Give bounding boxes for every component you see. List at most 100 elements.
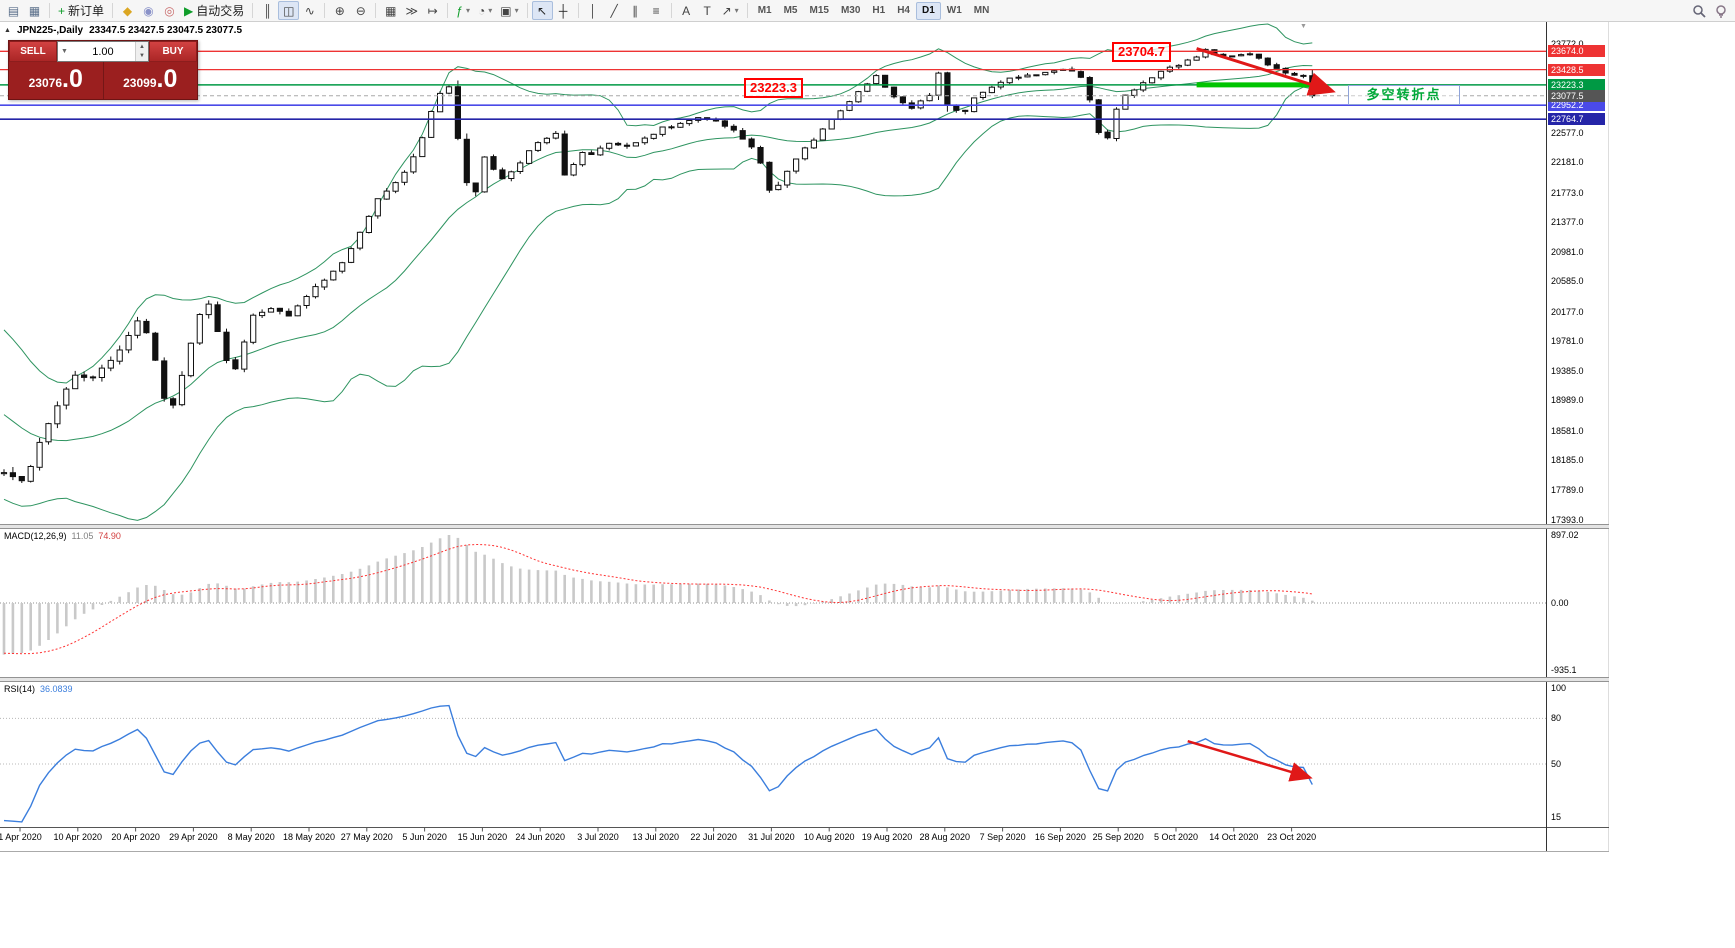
macd-label: MACD(12,26,9) 11.05 74.90 — [4, 531, 121, 541]
new-order-button[interactable]: + 新订单 — [54, 1, 108, 20]
signals-icon[interactable]: ◎ — [159, 1, 180, 20]
zoom-out-icon[interactable]: ⊖ — [350, 1, 371, 20]
chart-title: ▲ JPN225-,Daily 23347.5 23427.5 23047.5 … — [4, 25, 242, 36]
candlestick-chart-icon[interactable]: ◫ — [278, 1, 300, 20]
chart-shift-icon[interactable]: ↦ — [422, 1, 443, 20]
buy-price[interactable]: 23099.0 — [102, 62, 198, 99]
buy-button[interactable]: BUY — [149, 41, 197, 62]
sell-price-integer: 23076 — [28, 76, 62, 90]
timeframe-w1-button[interactable]: W1 — [946, 5, 962, 16]
collapse-icon[interactable]: ▲ — [4, 27, 11, 34]
volume-down-icon[interactable]: ▼ — [136, 51, 148, 61]
auto-trading-button-label: 自动交易 — [196, 4, 245, 18]
trade-widget-top-row: SELL ▼ ▲▼ BUY — [9, 41, 197, 62]
buy-price-fraction: .0 — [156, 65, 178, 93]
line-chart-icon[interactable]: ∿ — [299, 1, 320, 20]
crosshair-button: ┼ — [558, 3, 568, 18]
ideas-icon[interactable] — [1710, 1, 1732, 20]
chart-window: ▲ JPN225-,Daily 23347.5 23427.5 23047.5 … — [0, 22, 1609, 852]
caret-down-icon: ▾ — [465, 6, 470, 15]
signals-icon: ◎ — [164, 3, 175, 18]
line-chart-icon: ∿ — [304, 3, 315, 18]
caret-down-icon: ▾ — [488, 6, 493, 15]
rsi-value: 36.0839 — [40, 684, 73, 694]
periods-button[interactable]: ◔ ▾ — [474, 1, 496, 20]
vertical-line-icon: │ — [589, 3, 597, 18]
cursor-button: ↖ — [537, 3, 548, 18]
templates-button[interactable]: ▣ ▾ — [496, 1, 522, 20]
bar-chart-icon: ║ — [263, 3, 273, 18]
volume-input[interactable] — [70, 42, 135, 61]
cursor-button[interactable]: ↖ — [531, 1, 553, 20]
timeframe-m5-button[interactable]: M5 — [783, 5, 798, 16]
arrows-icon: ↗ — [721, 3, 732, 18]
sell-price[interactable]: 23076.0 — [9, 62, 103, 99]
crosshair-button[interactable]: ┼ — [553, 1, 574, 20]
volume-dropdown-icon[interactable]: ▼ — [61, 48, 68, 55]
toolbar-separator — [252, 3, 254, 18]
timeframe-h4-button[interactable]: H4 — [897, 5, 910, 16]
sell-button[interactable]: SELL — [9, 41, 57, 62]
chart-canvas[interactable] — [0, 22, 1609, 852]
indicators-button: ƒ — [456, 3, 463, 18]
zoom-in-icon: ⊕ — [334, 3, 345, 18]
volume-field: ▼ ▲▼ — [57, 41, 149, 62]
timeframe-m1-button[interactable]: M1 — [757, 5, 772, 16]
timeframe-h1-button[interactable]: H1 — [872, 5, 886, 16]
price-annotation-mid[interactable]: 23223.3 — [744, 78, 803, 98]
chart-shift-marker-icon: ▼ — [1300, 23, 1307, 30]
trade-widget-prices: 23076.0 23099.0 — [9, 62, 197, 99]
zoom-out-icon: ⊖ — [355, 3, 366, 18]
panel-separator[interactable] — [0, 677, 1609, 682]
macd-value-signal: 74.90 — [98, 531, 121, 541]
fibonacci-icon[interactable]: ≡ — [646, 1, 667, 20]
text-icon[interactable]: A — [676, 1, 697, 20]
vertical-line-icon[interactable]: │ — [583, 1, 604, 20]
auto-scroll-icon[interactable]: ≫ — [401, 1, 422, 20]
search-icon[interactable] — [1688, 1, 1710, 20]
volume-up-icon[interactable]: ▲ — [136, 42, 148, 52]
panel-separator[interactable] — [0, 524, 1609, 529]
toolbar-separator — [112, 3, 114, 18]
toolbar-separator — [670, 3, 672, 18]
label-icon: T — [703, 3, 711, 18]
auto-trading-button[interactable]: ▶ 自动交易 — [180, 1, 248, 20]
trendline-icon[interactable]: ╱ — [604, 1, 625, 20]
channel-icon[interactable]: ∥ — [625, 1, 646, 20]
volume-stepper: ▲ ▼ — [135, 42, 148, 61]
new-chart-button[interactable]: ▤ — [3, 1, 24, 20]
turning-point-label[interactable]: 多空转折点 — [1348, 85, 1460, 105]
timeframe-m30-button[interactable]: M30 — [840, 5, 861, 16]
price-annotation-high[interactable]: 23704.7 — [1112, 42, 1171, 62]
zoom-in-icon[interactable]: ⊕ — [329, 1, 350, 20]
toolbar-separator — [746, 3, 748, 18]
mql5-community-icon[interactable]: ◆ — [117, 1, 138, 20]
market-icon: ◉ — [143, 3, 154, 18]
macd-value-main: 11.05 — [71, 531, 94, 541]
arrows-icon[interactable]: ↗ ▾ — [718, 1, 743, 20]
indicators-button[interactable]: ƒ ▾ — [452, 1, 474, 20]
timeframe-d1-button[interactable]: D1 — [916, 1, 941, 20]
toolbar: ▤ ▦ + 新订单 ◆ ◉ ◎ ▶ 自动交易 ║ ◫ ∿ ⊕ ⊖ ▦ ≫ ↦ ƒ ▾ ◔ ▾ ▣ ▾ ↖ ┼ │ ╱ ∥ ≡ A T ↗ ▾ M1… — [0, 0, 1735, 22]
text-icon: A — [682, 3, 691, 18]
tile-windows-icon[interactable]: ▦ — [380, 1, 401, 20]
toolbar-separator — [324, 3, 326, 18]
label-icon[interactable]: T — [697, 1, 718, 20]
timeframe-m15-button[interactable]: M15 — [809, 5, 829, 16]
caret-down-icon: ▾ — [514, 6, 519, 15]
profiles-button[interactable]: ▦ — [24, 1, 45, 20]
toolbar-separator — [447, 3, 449, 18]
periods-button: ◔ — [477, 3, 486, 18]
one-click-trading-widget: SELL ▼ ▲▼ BUY 23076.0 23099.0 — [8, 40, 198, 100]
buy-price-integer: 23099 — [123, 76, 157, 90]
new-order-button-label: 新订单 — [68, 4, 105, 18]
candlestick-chart-icon: ◫ — [283, 3, 295, 18]
market-icon[interactable]: ◉ — [138, 1, 159, 20]
templates-button: ▣ — [500, 3, 512, 18]
toolbar-items: ▤ ▦ + 新订单 ◆ ◉ ◎ ▶ 自动交易 ║ ◫ ∿ ⊕ ⊖ ▦ ≫ ↦ ƒ ▾ ◔ ▾ ▣ ▾ ↖ ┼ │ ╱ ∥ ≡ A T ↗ ▾ M1… — [3, 0, 995, 21]
bar-chart-icon[interactable]: ║ — [257, 1, 278, 20]
auto-scroll-icon: ≫ — [405, 3, 419, 18]
plus-icon: + — [58, 3, 66, 18]
timeframe-mn-button[interactable]: MN — [973, 5, 990, 16]
